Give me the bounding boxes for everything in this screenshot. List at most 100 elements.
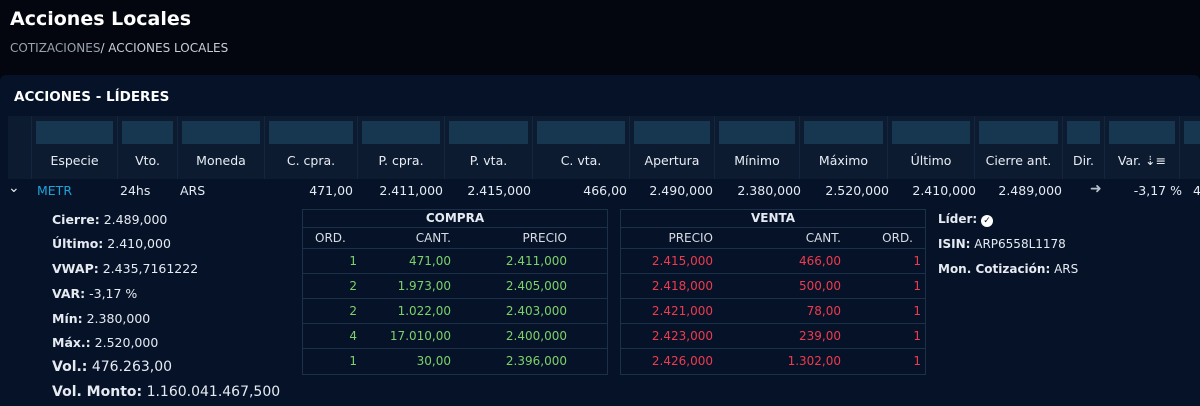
compra-title: COMPRA [303, 210, 607, 228]
mon-label: Mon. Cotización: [938, 262, 1051, 276]
cant: 1.022,00 [397, 304, 451, 318]
column-header[interactable]: P. cpra. [358, 116, 445, 179]
column-filter-input[interactable] [804, 121, 883, 144]
column-label-text: Var. [1117, 153, 1142, 168]
cell-ultimo: 2.410,000 [912, 183, 976, 198]
arrow-right-icon: ➜ [1090, 181, 1102, 197]
column-label-text: Mínimo [734, 153, 780, 168]
detail-label: VAR: [52, 286, 86, 301]
column-filter-input[interactable] [979, 121, 1058, 144]
venta-row[interactable]: 2.418,000 500,00 1 [621, 274, 925, 299]
detail-field: VWAP: 2.435,7161222 [52, 261, 198, 276]
especie-link[interactable]: METR [37, 183, 73, 198]
column-header[interactable]: Moneda [178, 116, 265, 179]
column-label-text: C. vta. [560, 153, 602, 168]
sort-desc-icon[interactable]: ⇣≡ [1145, 153, 1167, 168]
detail-label: Vol. Monto: [52, 384, 143, 400]
column-header[interactable]: Cierre ant. [975, 116, 1063, 179]
lider-field: Líder: ✓ [938, 212, 994, 227]
column-label-text: Moneda [196, 153, 246, 168]
precio: 2.400,000 [505, 329, 567, 343]
compra-row[interactable]: 1 471,00 2.411,000 [303, 249, 607, 274]
ord: 1 [349, 254, 357, 268]
detail-label: Máx.: [52, 335, 91, 350]
column-label-text: Último [910, 153, 952, 168]
isin-label: ISIN: [938, 237, 971, 251]
cant: 17.010,00 [389, 329, 451, 343]
column-header[interactable]: P. vta. [445, 116, 533, 179]
column-filter-input[interactable] [1184, 121, 1200, 144]
table-row[interactable]: ⌄ METR 24hs ARS 471,00 2.411,000 2.415,0… [0, 179, 1200, 201]
check-circle-icon: ✓ [981, 215, 994, 227]
column-filter-input[interactable] [362, 121, 440, 144]
venta-row[interactable]: 2.423,000 239,00 1 [621, 324, 925, 349]
detail-label: Último: [52, 236, 104, 251]
column-header[interactable]: C. cpra. [265, 116, 358, 179]
breadcrumb-cotizaciones[interactable]: COTIZACIONES [10, 41, 101, 55]
venta-row[interactable]: 2.421,000 78,00 1 [621, 299, 925, 324]
cell-last: 4 [1193, 183, 1200, 198]
column-header[interactable]: C. vta. [533, 116, 630, 179]
isin-field: ISIN: ARP6558L1178 [938, 237, 1066, 251]
column-header[interactable]: Apertura [630, 116, 715, 179]
cell-p-vta: 2.415,000 [467, 183, 531, 198]
precio: 2.403,000 [505, 304, 567, 318]
column-filter-input[interactable] [36, 121, 113, 144]
breadcrumb-current: / ACCIONES LOCALES [100, 41, 229, 55]
detail-field: Mín: 2.380,000 [52, 311, 150, 326]
column-header[interactable]: Vto. [118, 116, 178, 179]
isin-value: ARP6558L1178 [974, 237, 1066, 251]
column-filter-input[interactable] [537, 121, 625, 144]
column-filter-input[interactable] [634, 121, 710, 144]
detail-field: Máx.: 2.520,000 [52, 335, 158, 350]
chevron-down-icon[interactable]: ⌄ [8, 180, 20, 196]
compra-row[interactable]: 2 1.973,00 2.405,000 [303, 274, 607, 299]
detail-value: 1.160.041.467,500 [146, 384, 281, 400]
column-filter-input[interactable] [449, 121, 528, 144]
cant: 466,00 [799, 254, 841, 268]
column-header[interactable]: Var. ⇣≡ [1105, 116, 1180, 179]
breadcrumb: COTIZACIONES/ ACCIONES LOCALES [10, 41, 228, 55]
compra-row[interactable]: 4 17.010,00 2.400,000 [303, 324, 607, 349]
column-filter-input[interactable] [182, 121, 260, 144]
lider-label: Líder: [938, 212, 978, 226]
mon-value: ARS [1054, 262, 1079, 276]
column-label-text: Cierre ant. [985, 153, 1052, 168]
column-label-text: P. cpra. [378, 153, 424, 168]
column-filter-input[interactable] [1109, 121, 1175, 144]
precio: 2.415,000 [651, 254, 713, 268]
expand-col [8, 116, 32, 179]
detail-field: Vol.: 476.263,00 [52, 359, 172, 375]
column-filter-input[interactable] [892, 121, 970, 144]
column-filter-input[interactable] [719, 121, 795, 144]
page-title: Acciones Locales [10, 8, 192, 30]
column-header[interactable]: Mínimo [715, 116, 800, 179]
precio: 2.411,000 [505, 254, 567, 268]
detail-value: 2.489,000 [103, 212, 168, 227]
cell-p-cpra: 2.411,000 [379, 183, 443, 198]
column-header[interactable]: V [1180, 116, 1200, 179]
detail-field: Vol. Monto: 1.160.041.467,500 [52, 384, 280, 400]
precio: 2.423,000 [651, 329, 713, 343]
column-header[interactable]: Máximo [800, 116, 888, 179]
column-filter-input[interactable] [1067, 121, 1100, 144]
compra-row[interactable]: 1 30,00 2.396,000 [303, 349, 607, 374]
column-filter-input[interactable] [269, 121, 353, 144]
compra-row[interactable]: 2 1.022,00 2.403,000 [303, 299, 607, 324]
column-label-text: Vto. [135, 153, 160, 168]
venta-row[interactable]: 2.426,000 1.302,00 1 [621, 349, 925, 374]
detail-value: 476.263,00 [91, 359, 173, 375]
ord: 1 [349, 354, 357, 368]
detail-value: 2.520,000 [94, 335, 159, 350]
column-label: Último [888, 153, 974, 168]
column-label: Máximo [800, 153, 887, 168]
venta-row[interactable]: 2.415,000 466,00 1 [621, 249, 925, 274]
column-label: P. cpra. [358, 153, 444, 168]
column-header[interactable]: Último [888, 116, 975, 179]
column-filter-input[interactable] [122, 121, 173, 144]
column-header[interactable]: Dir. [1063, 116, 1105, 179]
column-header[interactable]: Especie [32, 116, 118, 179]
ord: 1 [913, 329, 921, 343]
cell-c-cpra: 471,00 [309, 183, 353, 198]
cell-cierre-ant: 2.489,000 [998, 183, 1062, 198]
